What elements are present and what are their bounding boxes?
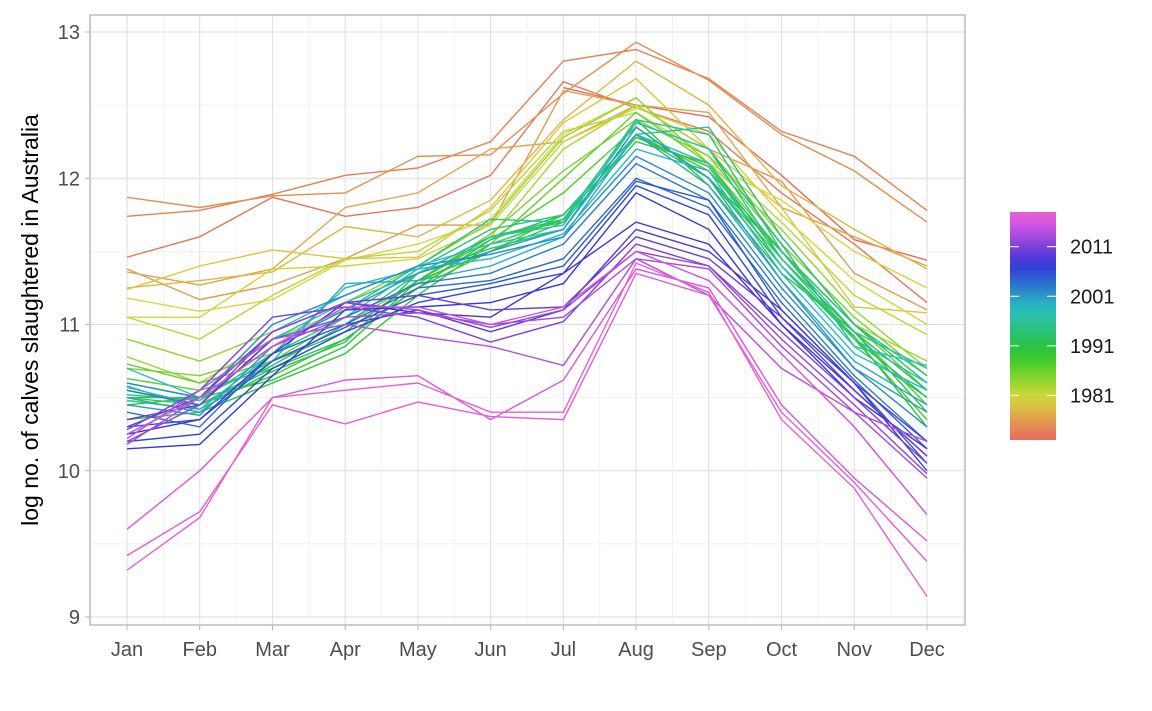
x-tick-label: Sep: [691, 639, 727, 661]
series-line-1980: [126, 96, 928, 313]
series-line-2010: [126, 236, 928, 457]
series-line-1988: [126, 133, 928, 421]
legend-label: 2011: [1070, 237, 1113, 259]
series-line-2008: [126, 221, 928, 450]
series-line-1995: [126, 126, 928, 402]
series-line-1979: [126, 77, 928, 314]
x-tick-label: Jun: [475, 639, 507, 661]
legend-label: 1991: [1070, 336, 1115, 358]
series-line-2001: [126, 126, 928, 416]
colorbar: [1010, 212, 1056, 440]
y-tick-label: 13: [58, 22, 80, 44]
panel-border: [89, 14, 966, 626]
series-line-2015: [126, 250, 928, 516]
y-tick-label: 10: [58, 461, 80, 483]
series-line-1977: [126, 104, 928, 286]
series-line-1976: [126, 89, 928, 311]
series-line-2006: [126, 184, 928, 472]
axes: 9 10 11 12 13 Jan Feb Mar Apr May Jun Jul Aug Sep Oct N…: [58, 22, 945, 661]
series-line-2011: [126, 243, 928, 464]
grid: [90, 15, 965, 625]
x-tick-label: Oct: [766, 639, 798, 661]
x-tick-label: Aug: [618, 639, 654, 661]
y-tick-label: 11: [59, 315, 80, 337]
colorbar-legend: 1981 1991 2001 2011: [1010, 212, 1115, 440]
legend-label: 2001: [1070, 286, 1115, 308]
y-axis-label: log no. of calves slaughtered in Austral…: [17, 114, 43, 526]
series-line-1994: [126, 121, 928, 406]
x-tick-label: Jan: [111, 639, 143, 661]
series-line-1974: [126, 48, 928, 217]
series-line-2014: [126, 257, 928, 443]
series-line-2012: [126, 250, 928, 475]
series-line-2018: [126, 262, 928, 597]
x-tick-label: Mar: [255, 639, 290, 661]
y-tick-label: 12: [58, 168, 80, 190]
series-line-1978: [126, 60, 928, 289]
series-line-1992: [127, 140, 928, 399]
x-tick-label: May: [399, 639, 437, 661]
series-line-1981: [127, 107, 928, 326]
series-lines: [126, 41, 928, 597]
series-line-2000: [126, 133, 928, 413]
x-tick-label: Jul: [551, 639, 577, 661]
x-tick-label: Feb: [182, 639, 216, 661]
series-line-2017: [126, 272, 928, 562]
series-line-1973: [126, 80, 928, 304]
x-tick-label: Apr: [330, 639, 361, 661]
series-line-1975: [126, 41, 928, 223]
series-line-1982: [126, 111, 928, 340]
series-line-1991: [126, 133, 928, 406]
series-line-2016: [126, 268, 928, 542]
series-line-2004: [126, 177, 928, 450]
series-line-2002: [126, 155, 928, 428]
x-tick-label: Dec: [909, 639, 945, 661]
y-tick-label: 9: [69, 607, 80, 629]
x-tick-label: Nov: [836, 639, 872, 661]
legend-label: 1981: [1070, 385, 1115, 407]
series-line-2007: [126, 192, 928, 457]
series-line-1993: [126, 126, 928, 411]
